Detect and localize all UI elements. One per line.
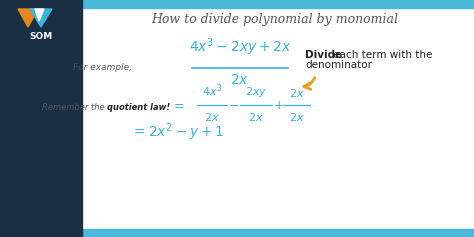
Text: each term with the: each term with the [330,50,432,60]
Text: quotient law!: quotient law! [107,102,170,111]
Bar [0,0,82,237]
Text: Remember the: Remember the [42,102,107,111]
Text: $-$: $-$ [228,99,239,111]
Text: $2x$: $2x$ [248,111,264,123]
Bar [0,229,474,237]
Polygon shape [30,9,52,27]
Text: $4x^3$: $4x^3$ [202,82,222,99]
Text: $4x^3 - 2xy + 2x$: $4x^3 - 2xy + 2x$ [189,36,292,58]
Text: SOM: SOM [29,32,53,41]
Polygon shape [18,9,38,27]
Text: $=$: $=$ [171,99,185,111]
Polygon shape [10,0,72,65]
Text: For example,: For example, [73,63,132,72]
Text: $2x$: $2x$ [230,73,250,87]
Text: $= 2x^2 - y + 1$: $= 2x^2 - y + 1$ [131,121,225,143]
Text: $2xy$: $2xy$ [245,85,267,99]
Text: $2x$: $2x$ [289,111,305,123]
Text: $+$: $+$ [273,99,284,111]
Text: $2x$: $2x$ [289,87,305,99]
Text: denominator: denominator [305,60,372,70]
Polygon shape [35,9,44,21]
Text: $2x$: $2x$ [204,111,220,123]
FancyArrowPatch shape [304,77,315,89]
Text: How to divide polynomial by monomial: How to divide polynomial by monomial [152,13,399,26]
Text: Divide: Divide [305,50,342,60]
Bar [0,0,474,8]
